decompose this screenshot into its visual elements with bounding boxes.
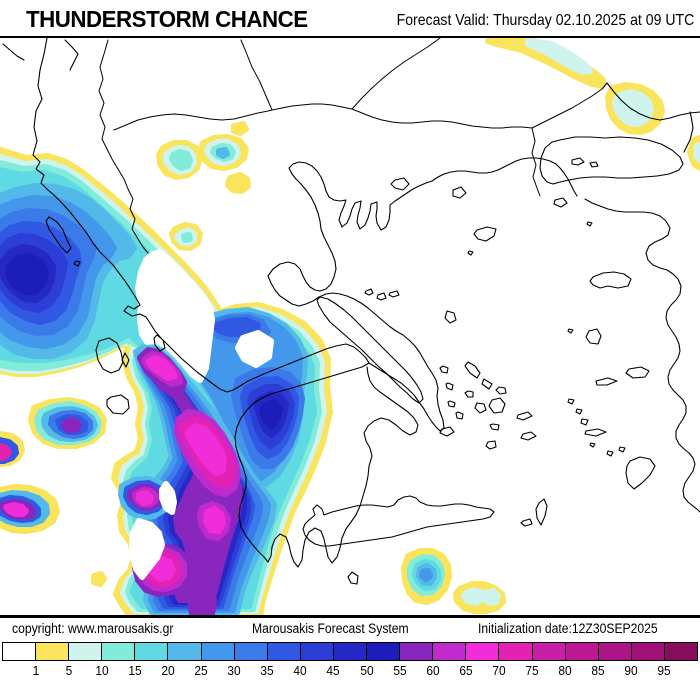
bosphorus (683, 111, 694, 153)
forecast-map (0, 38, 700, 615)
colorbar (2, 642, 698, 661)
colorbar-cell (565, 643, 599, 660)
colorbar-cell (433, 643, 467, 660)
colorbar-cell (466, 643, 500, 660)
turkey-coast (584, 198, 700, 513)
colorbar-tick: 1 (32, 663, 40, 678)
colorbar-tick: 70 (492, 663, 506, 678)
colorbar-cell (367, 643, 401, 660)
system-name-text: Marousakis Forecast System (252, 621, 409, 636)
colorbar-tick: 45 (326, 663, 341, 678)
colorbar-cell (598, 643, 632, 660)
blacksea-coast (606, 82, 700, 121)
zakynthos-island (106, 394, 130, 415)
colorbar-cell (267, 643, 301, 660)
colorbar-cell (300, 643, 334, 660)
colorbar-tick: 80 (558, 663, 572, 678)
map-bottom-border (0, 615, 700, 618)
colorbar-tick: 35 (260, 663, 275, 678)
colorbar-cell (201, 643, 235, 660)
colorbar-cell (333, 643, 368, 660)
colorbar-cell (102, 643, 136, 660)
colorbar-cell (3, 643, 37, 660)
mainland-west-coast (32, 38, 419, 568)
colorbar-cell (135, 643, 169, 660)
colorbar-tick: 95 (657, 663, 671, 678)
colorbar-tick: 75 (525, 663, 539, 678)
colorbar-cell (234, 643, 268, 660)
attica-north-coast (267, 157, 578, 432)
colorbar-cell (532, 643, 566, 660)
forecast-valid-text: Forecast Valid: Thursday 02.10.2025 at 0… (396, 12, 694, 29)
colorbar-cell (69, 643, 103, 660)
colorbar-tick: 90 (624, 663, 638, 678)
colorbar-tick: 65 (459, 663, 473, 678)
coastlines (2, 38, 700, 585)
colorbar-tick: 40 (293, 663, 308, 678)
colorbar-tick: 20 (161, 663, 175, 678)
colorbar-cell (664, 643, 697, 660)
map-top-border (0, 36, 700, 38)
copyright-text: copyright: www.marousakis.gr (12, 621, 174, 636)
init-date-text: Initialization date:12Z30SEP2025 (478, 621, 658, 636)
lesbos-island (589, 271, 632, 289)
colorbar-cell (168, 643, 202, 660)
colorbar-tick: 30 (227, 663, 241, 678)
colorbar-ticks: 1 5 10 15 20 25 30 35 40 45 50 55 60 65 70 75 80 85 90 95 (0, 663, 700, 681)
colorbar-tick: 5 (65, 663, 73, 678)
greece-thunderstorm-map (0, 38, 700, 615)
colorbar-tick: 15 (128, 663, 142, 678)
colorbar-tick: 55 (392, 663, 407, 678)
colorbar-tick: 60 (425, 663, 440, 678)
colorbar-cell (36, 643, 70, 660)
colorbar-tick: 85 (591, 663, 605, 678)
marmara-sea (539, 136, 684, 185)
adriatic-fragments (2, 43, 25, 61)
colorbar-tick: 50 (359, 663, 374, 678)
colorbar-tick: 25 (194, 663, 208, 678)
kefalonia-island (95, 337, 124, 374)
rhodes-island (625, 456, 656, 490)
colorbar-cell (400, 643, 434, 660)
colorbar-cell (631, 643, 665, 660)
crete-island (302, 495, 495, 547)
colorbar-tick: 10 (95, 663, 109, 678)
euboea-island (316, 296, 424, 404)
page-title: THUNDERSTORM CHANCE (26, 6, 308, 32)
contour-fills (0, 38, 700, 615)
colorbar-cell (499, 643, 533, 660)
corfu-island (45, 216, 72, 254)
country-borders (98, 38, 608, 254)
